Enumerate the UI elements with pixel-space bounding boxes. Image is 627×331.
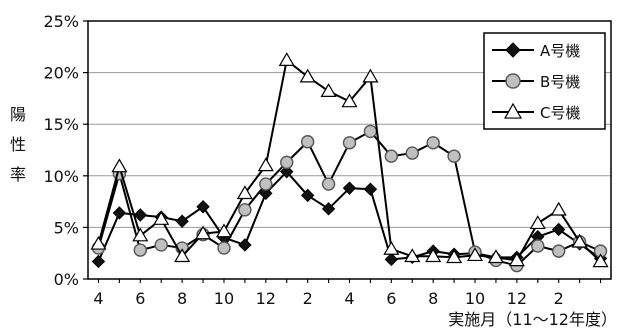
point-diamond [321, 202, 336, 216]
point-triangle [362, 68, 379, 83]
point-diamond [175, 214, 189, 228]
point-triangle [278, 52, 295, 66]
point-diamond [133, 208, 148, 222]
legend-label: A号機 [540, 42, 580, 60]
x-tick-label: 4 [93, 289, 103, 308]
point-triangle [466, 247, 484, 262]
y-axis-ticks: 0% 5% 10% 15% 20% 25% [43, 12, 88, 289]
point-triangle [111, 158, 128, 173]
point-triangle [503, 102, 523, 119]
legend-item: C号機 [492, 102, 580, 122]
point-circle [321, 177, 336, 191]
point-circle [238, 203, 252, 217]
point-triangle [174, 248, 191, 263]
series-1 [91, 164, 608, 269]
y-axis-label-char: 率 [9, 165, 26, 184]
point-triangle [341, 93, 358, 108]
point-circle [133, 243, 148, 257]
point-diamond [112, 206, 127, 220]
point-circle [505, 73, 521, 89]
point-diamond [196, 200, 210, 214]
point-triangle [132, 227, 149, 242]
point-triangle [508, 252, 525, 267]
point-triangle [299, 68, 316, 83]
point-diamond [384, 252, 399, 267]
x-tick-label: 12 [256, 289, 276, 308]
x-axis-label: 実施月（11〜12年度） [448, 310, 617, 329]
y-axis-label-char: 陽 [9, 105, 26, 124]
point-circle [363, 124, 378, 139]
x-tick-label: 4 [344, 289, 354, 308]
point-circle [531, 239, 545, 253]
point-circle [405, 146, 419, 160]
point-triangle [90, 235, 107, 250]
point-circle [552, 244, 566, 258]
point-triangle [550, 201, 567, 216]
x-tick-label: 12 [507, 289, 527, 308]
x-tick-label: 10 [465, 289, 485, 308]
point-circle [259, 177, 273, 191]
series-2 [91, 124, 608, 273]
point-circle [426, 136, 440, 150]
point-triangle [257, 157, 274, 172]
x-axis-ticks: 4 6 8 10 12 2 4 6 8 10 12 2 [93, 279, 602, 308]
point-diamond [280, 164, 294, 179]
point-triangle [571, 233, 588, 248]
point-circle [300, 135, 315, 149]
point-diamond [363, 182, 378, 196]
point-circle [217, 241, 231, 255]
point-diamond [238, 238, 252, 252]
x-tick-label: 8 [177, 289, 187, 308]
legend-label: C号機 [540, 104, 580, 122]
legend: A号機 B号機 C号機 [483, 32, 606, 130]
point-diamond [505, 42, 521, 58]
point-diamond [551, 222, 566, 237]
legend-item: A号機 [492, 42, 580, 60]
point-circle [154, 238, 168, 252]
x-tick-label: 8 [428, 289, 438, 308]
legend-label: B号機 [540, 73, 580, 91]
series-group [90, 52, 609, 273]
x-tick-label: 2 [303, 289, 313, 308]
x-tick-label: 6 [135, 289, 145, 308]
y-tick-label: 20% [43, 64, 79, 83]
y-tick-label: 15% [43, 115, 79, 134]
point-circle [280, 155, 294, 170]
point-circle [342, 136, 357, 150]
point-triangle [195, 225, 212, 240]
point-triangle [592, 253, 609, 268]
point-triangle [236, 185, 253, 200]
point-diamond [259, 186, 273, 201]
point-triangle [383, 240, 400, 255]
x-tick-label: 2 [554, 289, 564, 308]
x-tick-label: 6 [386, 289, 396, 308]
x-tick-label: 10 [214, 289, 234, 308]
point-triangle [215, 223, 233, 238]
y-tick-label: 5% [54, 218, 79, 237]
legend-item: B号機 [492, 73, 580, 91]
point-triangle [320, 83, 337, 97]
point-triangle [487, 249, 504, 264]
point-triangle [153, 211, 170, 225]
point-triangle [446, 249, 463, 264]
point-circle [384, 149, 399, 163]
point-diamond [300, 188, 315, 203]
point-circle [447, 149, 461, 163]
y-axis-label: 陽性率 [4, 100, 32, 190]
point-triangle [404, 248, 421, 263]
point-diamond [342, 181, 357, 195]
y-tick-label: 0% [54, 270, 79, 289]
y-axis-label-char: 性 [9, 135, 26, 154]
point-diamond [91, 254, 106, 269]
y-tick-label: 10% [43, 167, 79, 186]
series-3 [90, 52, 609, 268]
y-tick-label: 25% [43, 12, 79, 31]
point-triangle [425, 248, 442, 263]
point-triangle [529, 215, 546, 230]
